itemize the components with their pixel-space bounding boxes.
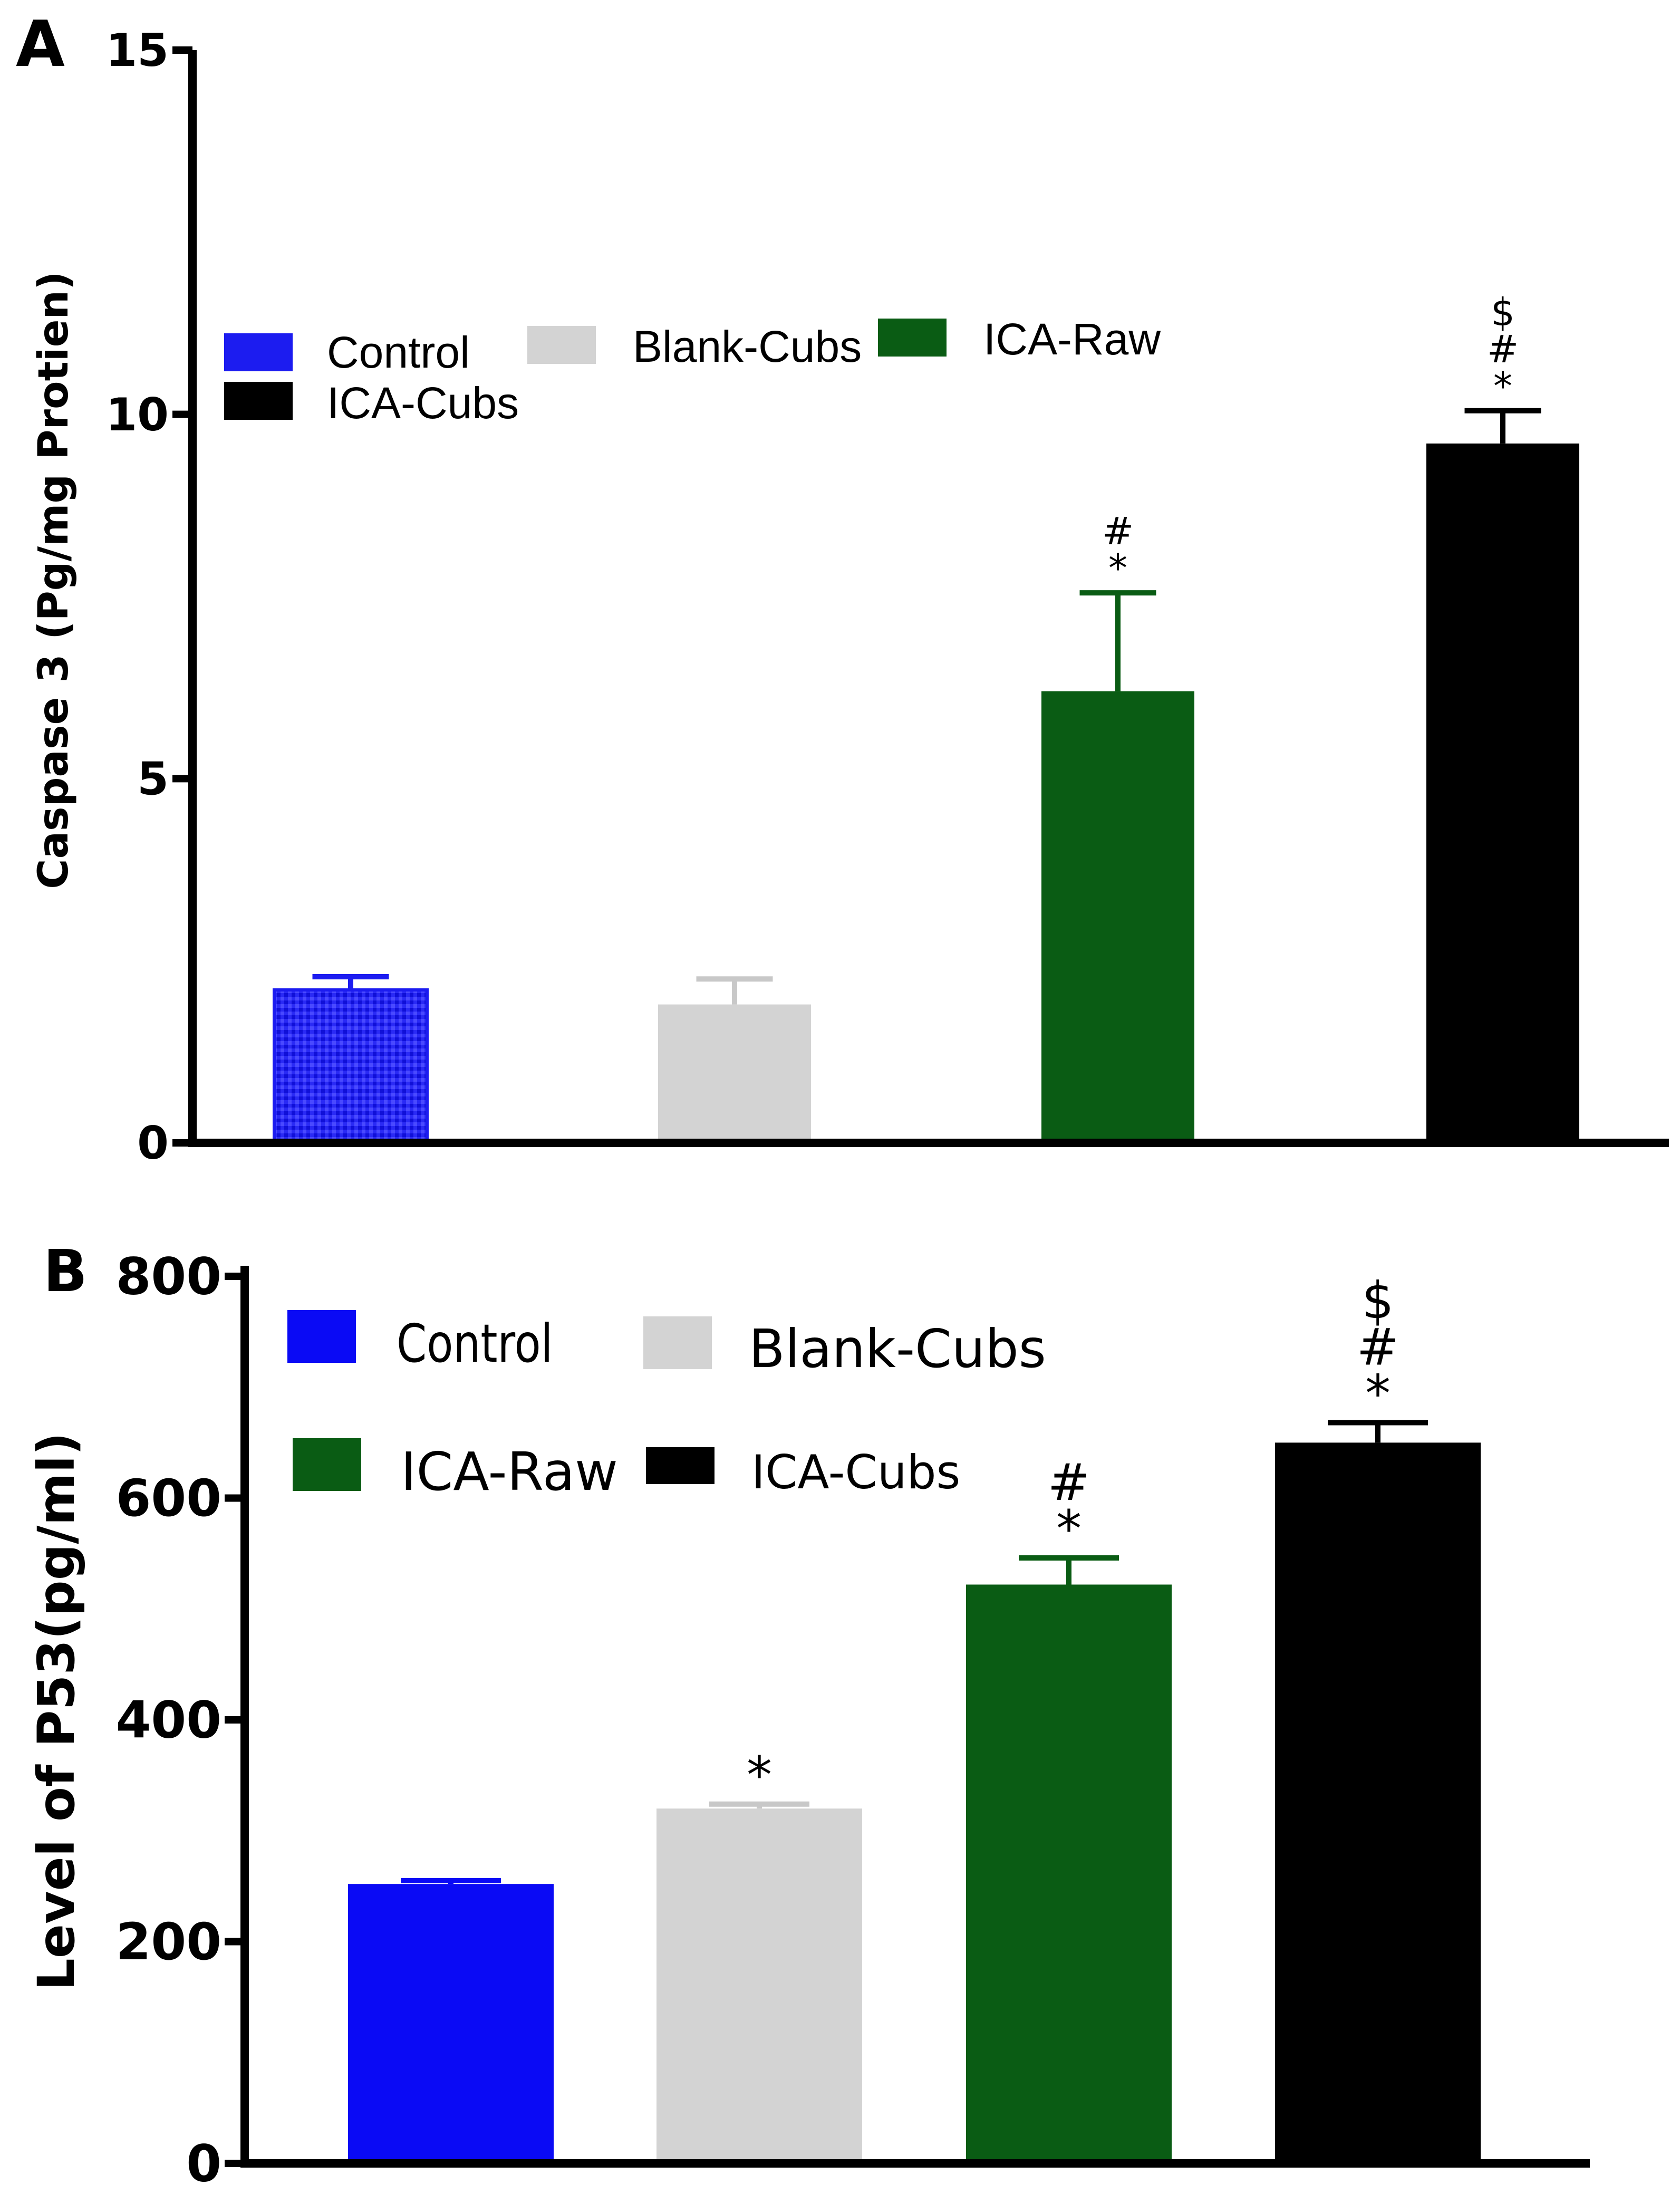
- panel-b-y-tick-label: 800: [116, 1247, 221, 1306]
- panel-b-y-tick-label: 0: [186, 2134, 221, 2193]
- panel-a-y-axis-label: Caspase 3 (Pg/mg Protien): [30, 271, 78, 889]
- panel-b-bar-ica-cubs: [1275, 1442, 1481, 2163]
- panel-b-significance-marks: *#*$#*: [747, 1272, 1399, 1805]
- panel-b-bar-control: [348, 1884, 554, 2163]
- panel-a-significance-mark: *: [1108, 546, 1127, 590]
- panel-a-legend: Control Blank-Cubs ICA-Raw ICA-Cubs: [224, 314, 1161, 428]
- legend-a-swatch-control: [224, 333, 293, 371]
- legend-a-swatch-blank-cubs: [527, 326, 596, 364]
- legend-b-swatch-ica-raw: [293, 1438, 361, 1491]
- panel-b-significance-mark: *: [1056, 1499, 1082, 1558]
- panel-b-significance-mark: *: [747, 1746, 772, 1805]
- legend-b-swatch-blank-cubs: [643, 1316, 712, 1369]
- panel-a-bar-control: [273, 988, 429, 1145]
- legend-a-label-blank-cubs: Blank-Cubs: [633, 322, 862, 371]
- panel-b-significance-mark: *: [1365, 1364, 1391, 1423]
- legend-b-label-blank-cubs: Blank-Cubs: [749, 1318, 1046, 1380]
- legend-b-label-ica-cubs: ICA-Cubs: [751, 1445, 960, 1499]
- panel-a-significance-mark: #: [1102, 509, 1134, 553]
- panel-a-y-tick-label: 15: [105, 24, 169, 77]
- panel-a-letter: A: [16, 8, 65, 81]
- panel-b-significance-mark: $: [1362, 1272, 1394, 1331]
- panel-a-significance-mark: *: [1493, 364, 1512, 408]
- panel-b-significance-mark: #: [1357, 1318, 1399, 1377]
- panel-b-y-tick-label: 400: [116, 1691, 221, 1750]
- panel-a-bar-ica-cubs: [1426, 443, 1579, 1143]
- panel-a-significance-mark: #: [1487, 327, 1519, 371]
- panel-b-bars: [348, 1442, 1481, 2163]
- panel-b-legend: Control Blank-Cubs ICA-Raw ICA-Cubs: [287, 1310, 1046, 1503]
- panel-b-bar-blank-cubs: [656, 1808, 862, 2163]
- panel-b-y-ticks: 0 200 400 600 800: [116, 1247, 245, 2193]
- panel-a-bar-ica-raw: [1041, 691, 1194, 1143]
- panel-a-y-tick-label: 0: [137, 1117, 169, 1170]
- panel-a-y-tick-label: 10: [105, 389, 169, 441]
- legend-b-swatch-control: [287, 1310, 356, 1363]
- panel-a-y-ticks: 0 5 10 15: [105, 24, 192, 1170]
- panel-a-y-tick-label: 5: [137, 753, 169, 805]
- panel-b-y-tick-label: 600: [116, 1469, 221, 1528]
- legend-b-swatch-ica-cubs: [646, 1447, 715, 1484]
- legend-a-swatch-ica-raw: [878, 319, 947, 357]
- panel-a-bar-blank-cubs: [658, 1004, 811, 1143]
- legend-a-label-control: Control: [327, 328, 470, 377]
- panel-a-bars: [273, 443, 1579, 1145]
- panel-b-y-axis-label: Level of P53(pg/ml): [27, 1432, 86, 1991]
- panel-b-significance-mark: #: [1048, 1453, 1090, 1512]
- panel-b-y-tick-label: 200: [116, 1912, 221, 1971]
- legend-b-label-control: Control: [397, 1313, 553, 1374]
- panel-b-error-bars: [401, 1420, 1428, 1884]
- panel-a-significance-marks: #*$#*: [1102, 290, 1519, 590]
- legend-b-label-ica-raw: ICA-Raw: [401, 1441, 618, 1503]
- panel-a-significance-mark: $: [1491, 290, 1515, 334]
- legend-a-label-ica-raw: ICA-Raw: [983, 314, 1161, 364]
- panel-b-bar-ica-raw: [966, 1584, 1172, 2163]
- legend-a-label-ica-cubs: ICA-Cubs: [327, 378, 519, 428]
- panel-a-error-bars: [312, 408, 1541, 1005]
- panel-b-letter: B: [43, 1237, 88, 1305]
- legend-a-swatch-ica-cubs: [224, 382, 293, 420]
